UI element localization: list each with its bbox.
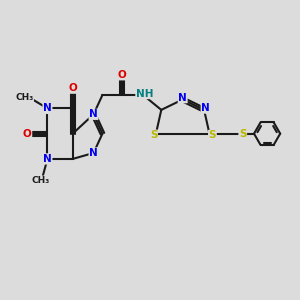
Text: S: S: [150, 130, 157, 140]
Text: O: O: [117, 70, 126, 80]
Text: CH₃: CH₃: [15, 93, 33, 102]
Text: N: N: [89, 148, 98, 158]
Text: S: S: [239, 129, 247, 139]
Text: N: N: [178, 93, 187, 103]
Text: NH: NH: [136, 88, 153, 98]
Text: N: N: [43, 103, 52, 113]
Text: O: O: [23, 129, 32, 139]
Text: O: O: [68, 83, 77, 93]
Text: N: N: [201, 103, 210, 113]
Text: S: S: [209, 130, 216, 140]
Text: CH₃: CH₃: [32, 176, 50, 185]
Text: N: N: [89, 109, 98, 119]
Text: N: N: [43, 154, 52, 164]
